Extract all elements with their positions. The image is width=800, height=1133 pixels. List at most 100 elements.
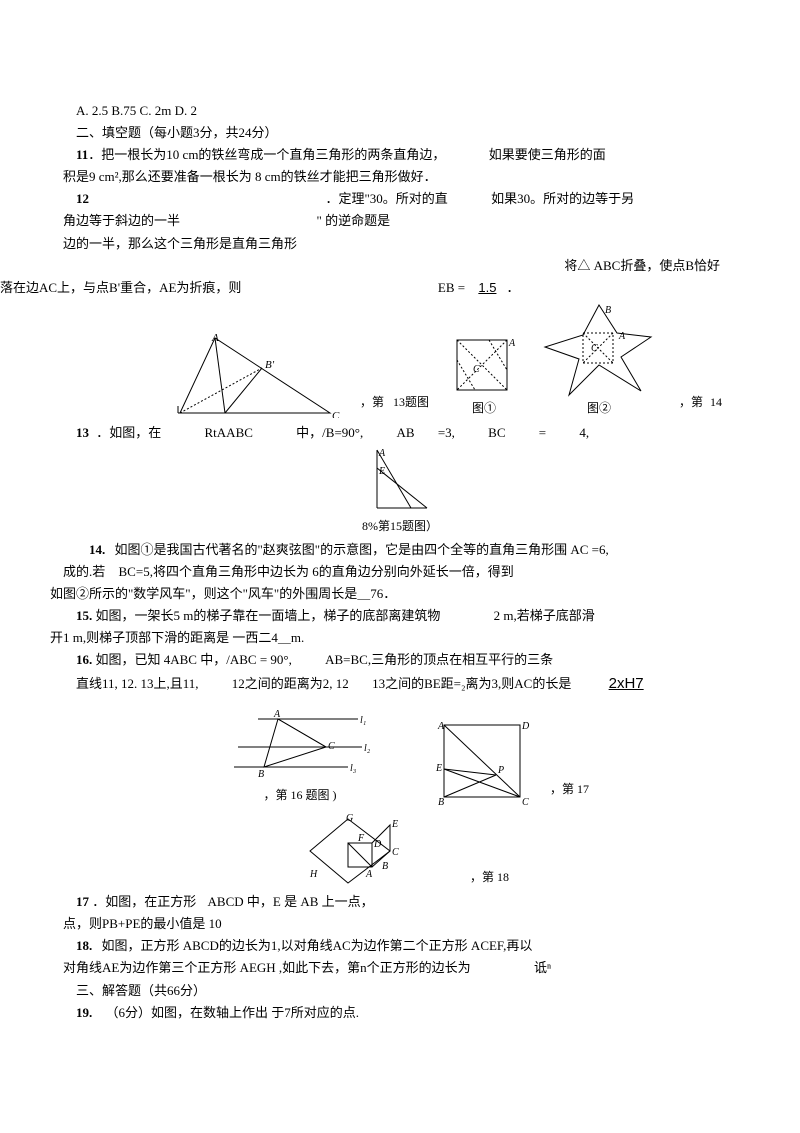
svg-text:E: E <box>391 819 398 830</box>
q17-num: 17 <box>76 894 89 909</box>
fig18-caption: ，第 18 <box>470 867 509 887</box>
q16-b: AB=BC,三角形的顶点在相互平行的三条 <box>325 652 553 667</box>
figure-row-13-14: A B' E C ，第 13题图 C A 图① <box>170 303 750 418</box>
fig14b-svg: C B A <box>539 303 659 398</box>
svg-text:H: H <box>309 869 318 880</box>
svg-text:l₂: l₂ <box>364 743 370 754</box>
q18-c: 诋ⁿ <box>534 960 551 975</box>
fig14-caption: ，第 14 <box>679 392 722 412</box>
fig15-svg: A E <box>365 446 435 516</box>
q17-a: ．如图，在正方形 <box>92 894 196 909</box>
q15-a: 如图，一架长5 m的梯子靠在一面墙上，梯子的底部离建筑物 <box>96 608 441 623</box>
q13-line: 13 ．如图，在 RtAABC 中，/B=90°, AB =3, BC = 4, <box>76 422 750 444</box>
svg-text:E: E <box>221 416 229 418</box>
q13-num: 13 <box>76 422 89 444</box>
q16-line1: 16. 如图，已知 4ABC 中，/ABC = 90°, AB=BC,三角形的顶… <box>76 649 750 671</box>
q14-num: 14. <box>89 542 105 557</box>
fig14a-svg: C A <box>449 334 519 398</box>
svg-text:A: A <box>508 338 516 349</box>
q12-quote: " 的逆命题是 <box>317 213 391 228</box>
svg-text:A: A <box>437 721 445 732</box>
svg-text:E: E <box>378 466 385 477</box>
svg-text:A: A <box>211 333 219 344</box>
q17-b: ABCD 中，E 是 AB 上一点， <box>208 894 374 909</box>
svg-text:B': B' <box>265 359 275 371</box>
fig14b-caption: 图② <box>539 398 659 418</box>
q12-right: 如果30。所对的边等于另 <box>491 191 634 206</box>
section-2-title: 二、填空题（每小题3分，共24分） <box>50 122 750 144</box>
q15-b: 2 m,若梯子底部滑 <box>494 608 595 623</box>
svg-text:C: C <box>522 797 529 805</box>
q13-c: 中，/B=90°, <box>296 422 363 444</box>
svg-text:l₃: l₃ <box>350 763 357 774</box>
q18-num: 18. <box>76 938 92 953</box>
q17-line2: 点，则PB+PE的最小值是 10 <box>63 913 750 935</box>
q18-b: 对角线AE为边作第三个正方形 AEGH ,如此下去，第n个正方形的边长为 <box>63 960 471 975</box>
q17-line1: 17 ．如图，在正方形 ABCD 中，E 是 AB 上一点， <box>76 891 750 913</box>
q13-e: =3, <box>438 422 455 444</box>
q13-dot: ． <box>506 280 519 295</box>
q16-e: 13之间的BE距=₂离为3,则AC的长是 <box>372 676 571 691</box>
q19-line: 19. （6分）如图，在数轴上作出 于7所对应的点. <box>76 1002 750 1024</box>
svg-text:G: G <box>346 813 353 824</box>
q16-c: 直线11, 12. 13上,且11, <box>76 676 199 691</box>
fig17-svg: A D E P B C <box>430 717 540 805</box>
q16-line2: 直线11, 12. 13上,且11, 12之间的距离为2, 12 13之间的BE… <box>76 671 750 697</box>
q16-num: 16. <box>76 652 92 667</box>
q12-line1: 12 ．定理"30。所对的直 如果30。所对的边等于另 <box>50 188 750 210</box>
q19-a: （6分）如图，在数轴上作出 于7所对应的点. <box>106 1005 360 1020</box>
q16-a: 如图，已知 4ABC 中，/ABC = 90°, <box>96 652 292 667</box>
q14-b: 成的.若 <box>63 564 105 579</box>
fig13-wrap: A B' E C <box>170 333 340 418</box>
fig17-wrap: A D E P B C <box>430 717 540 805</box>
q14-line2: 成的.若 BC=5,将四个直角三角形中边长为 6的直角边分别向外延长一倍，得到 <box>63 561 750 583</box>
fig18-svg: G E F D C A B H <box>270 811 430 891</box>
q14-a: 如图①是我国古代著名的"赵爽弦图"的示意图，它是由四个全等的直角三角形围 AC … <box>115 542 609 557</box>
svg-text:B: B <box>438 797 444 805</box>
q13-d: AB <box>397 422 415 444</box>
q13-eb: EB = <box>438 280 465 295</box>
fig14a-wrap: C A 图① <box>449 334 519 418</box>
figure-row-18: G E F D C A B H ，第 18 <box>270 811 750 891</box>
q12-line2: 角边等于斜边的一半 " 的逆命题是 <box>50 210 750 232</box>
q18-line1: 18. 如图，正方形 ABCD的边长为1,以对角线AC为边作第二个正方形 ACE… <box>76 935 750 957</box>
svg-text:C: C <box>473 364 480 375</box>
q11-text1: ．把一根长为10 cm的铁丝弯成一个直角三角形的两条直角边， <box>88 147 445 162</box>
svg-text:B: B <box>605 305 611 316</box>
svg-text:C: C <box>591 343 598 354</box>
q13-a: ．如图，在 <box>96 422 161 444</box>
fig13-cap-b: 13题图 <box>393 395 429 409</box>
fig16-svg: A C B l₁ l₂ l₃ <box>230 705 370 785</box>
q13-g: = <box>539 422 546 444</box>
svg-text:F: F <box>357 833 365 844</box>
q18-a: 如图，正方形 ABCD的边长为1,以对角线AC为边作第二个正方形 ACEF,再以 <box>102 938 533 953</box>
q15-line2: 开1 m,则梯子顶部下滑的距离是 一西二4＿m. <box>50 627 750 649</box>
svg-text:l₁: l₁ <box>360 715 366 726</box>
svg-text:E: E <box>435 763 442 774</box>
q11-num: 11 <box>76 147 88 162</box>
fig14a-caption: 图① <box>449 398 519 418</box>
q13-answer: 1.5 <box>468 280 506 295</box>
svg-text:A: A <box>618 331 626 342</box>
q13-foldline: 落在边AC上，与点B'重合，AE为折痕，则 EB = 1.5． <box>0 277 750 299</box>
q16-d: 12之间的距离为2, 12 <box>232 676 349 691</box>
q11-line1: 11．把一根长为10 cm的铁丝弯成一个直角三角形的两条直角边， 如果要使三角形… <box>50 144 750 166</box>
q12-text2: 角边等于斜边的一半 <box>63 213 180 228</box>
q10-choices: A. 2.5 B.75 C. 2m D. 2 <box>50 100 750 122</box>
q12-num: 12 <box>76 191 89 206</box>
svg-text:A: A <box>365 869 373 880</box>
q15-line1: 15. 如图，一架长5 m的梯子靠在一面墙上，梯子的底部离建筑物 2 m,若梯子… <box>76 605 750 627</box>
q19-num: 19. <box>76 1005 92 1020</box>
q12-line3: 边的一半，那么这个三角形是直角三角形 <box>63 233 750 255</box>
fig14-cap-d: 14 <box>710 395 722 409</box>
fig14b-wrap: C B A 图② <box>539 303 659 418</box>
q13-b: RtAABC <box>205 422 253 444</box>
q13-f: BC <box>488 422 505 444</box>
svg-text:P: P <box>497 765 504 776</box>
svg-text:B: B <box>258 769 264 780</box>
q14-line1: 14. 如图①是我国古代著名的"赵爽弦图"的示意图，它是由四个全等的直角三角形围… <box>89 539 750 561</box>
svg-text:D: D <box>373 839 382 850</box>
svg-text:C: C <box>332 410 340 418</box>
q13-prefix: 落在边AC上，与点B'重合，AE为折痕，则 <box>0 280 241 295</box>
svg-text:C: C <box>328 741 335 752</box>
